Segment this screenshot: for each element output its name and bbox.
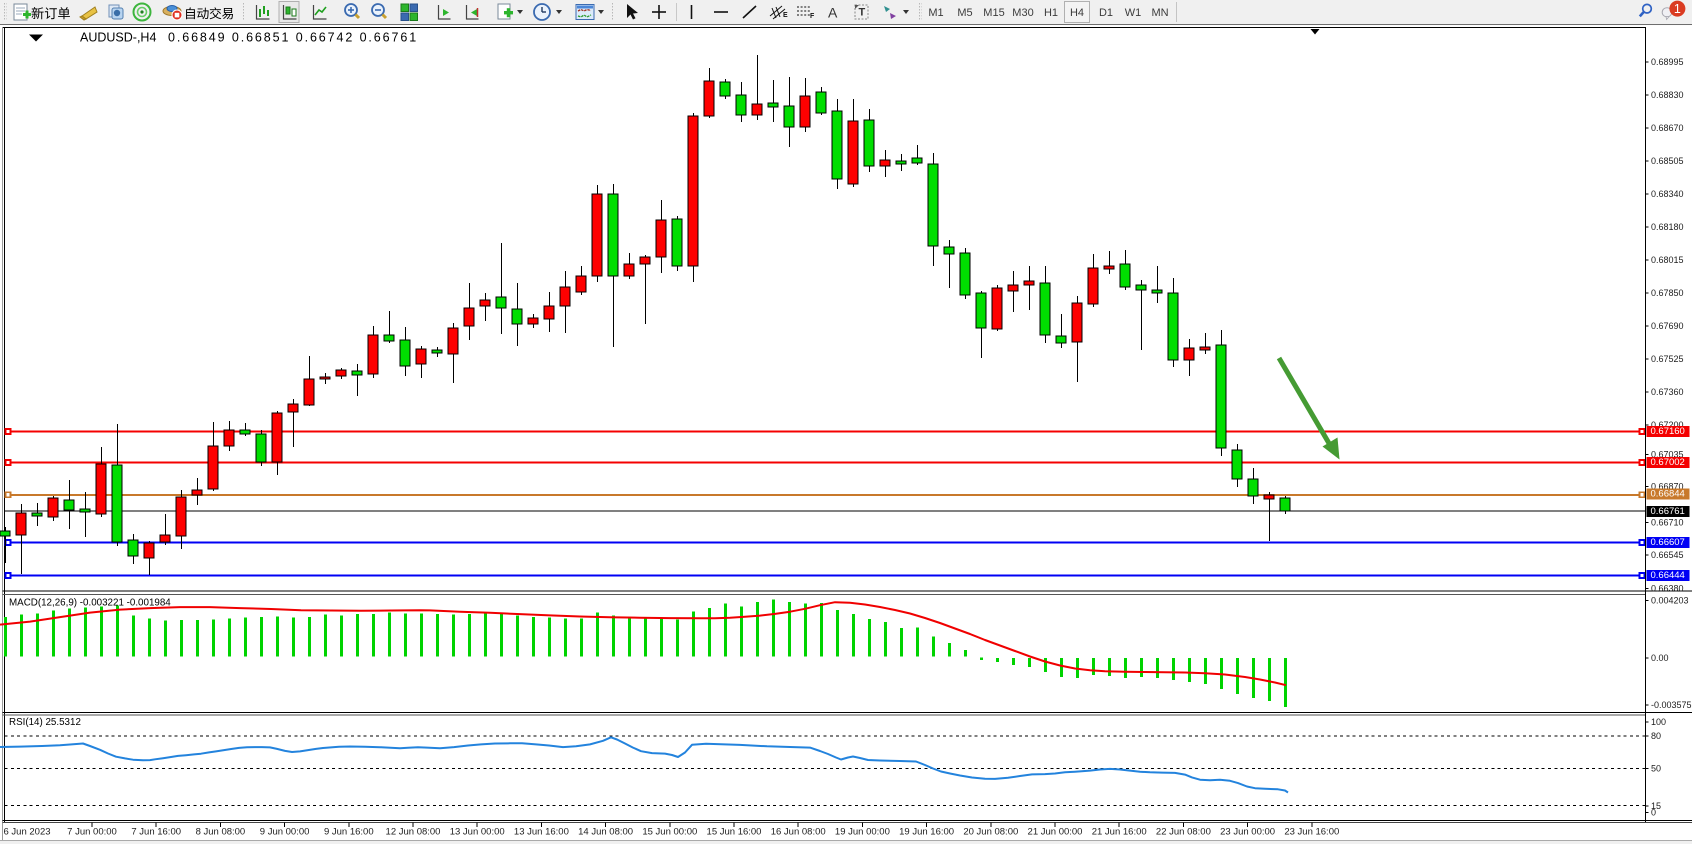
svg-text:H4: H4 [1070, 7, 1084, 19]
svg-text:0.67360: 0.67360 [1651, 387, 1684, 397]
svg-text:0.68505: 0.68505 [1651, 156, 1684, 166]
svg-text:0: 0 [1651, 808, 1656, 818]
svg-text:23 Jun 00:00: 23 Jun 00:00 [1220, 827, 1275, 838]
svg-text:AUDUSD-,H4: AUDUSD-,H4 [80, 31, 156, 45]
svg-text:W1: W1 [1125, 7, 1142, 19]
svg-text:M1: M1 [928, 7, 943, 19]
svg-text:14 Jun 08:00: 14 Jun 08:00 [578, 827, 633, 838]
svg-text:15: 15 [1651, 801, 1661, 811]
svg-text:100: 100 [1651, 717, 1666, 727]
svg-text:50: 50 [1651, 763, 1661, 773]
svg-text:6 Jun 2023: 6 Jun 2023 [4, 827, 51, 838]
svg-text:19 Jun 00:00: 19 Jun 00:00 [835, 827, 890, 838]
svg-text:19 Jun 16:00: 19 Jun 16:00 [899, 827, 954, 838]
svg-text:0.66761: 0.66761 [1651, 506, 1685, 517]
svg-text:8 Jun 08:00: 8 Jun 08:00 [196, 827, 246, 838]
svg-text:0.68015: 0.68015 [1651, 255, 1684, 265]
svg-text:H1: H1 [1044, 7, 1058, 19]
svg-text:RSI(14) 25.5312: RSI(14) 25.5312 [9, 717, 81, 728]
svg-text:0.66849 0.66851 0.66742 0.6676: 0.66849 0.66851 0.66742 0.66761 [168, 31, 418, 45]
svg-text:0.66870: 0.66870 [1651, 482, 1684, 492]
svg-text:13 Jun 00:00: 13 Jun 00:00 [450, 827, 505, 838]
svg-text:0.66380: 0.66380 [1651, 583, 1684, 593]
svg-text:7 Jun 16:00: 7 Jun 16:00 [131, 827, 181, 838]
svg-text:13 Jun 16:00: 13 Jun 16:00 [514, 827, 569, 838]
svg-text:MACD(12,26,9) -0.003221 -0.001: MACD(12,26,9) -0.003221 -0.001984 [9, 598, 171, 609]
svg-text:80: 80 [1651, 731, 1661, 741]
svg-text:0.66710: 0.66710 [1651, 517, 1684, 527]
svg-text:0.67200: 0.67200 [1651, 420, 1684, 430]
svg-text:M30: M30 [1012, 7, 1033, 19]
svg-text:15 Jun 16:00: 15 Jun 16:00 [707, 827, 762, 838]
svg-text:0.66545: 0.66545 [1651, 550, 1684, 560]
svg-text:22 Jun 08:00: 22 Jun 08:00 [1156, 827, 1211, 838]
svg-text:21 Jun 16:00: 21 Jun 16:00 [1092, 827, 1147, 838]
svg-text:1: 1 [1674, 2, 1681, 16]
svg-text:M15: M15 [983, 7, 1004, 19]
svg-text:9 Jun 16:00: 9 Jun 16:00 [324, 827, 374, 838]
svg-text:0.67160: 0.67160 [1651, 426, 1685, 437]
svg-text:12 Jun 08:00: 12 Jun 08:00 [386, 827, 441, 838]
svg-text:-0.003575: -0.003575 [1651, 700, 1692, 710]
svg-text:0.68670: 0.68670 [1651, 123, 1684, 133]
svg-text:0.67035: 0.67035 [1651, 450, 1684, 460]
svg-text:0.68180: 0.68180 [1651, 222, 1684, 232]
svg-text:15 Jun 00:00: 15 Jun 00:00 [642, 827, 697, 838]
svg-text:MN: MN [1151, 7, 1168, 19]
svg-text:16 Jun 08:00: 16 Jun 08:00 [771, 827, 826, 838]
svg-text:A: A [828, 5, 838, 21]
svg-text:0.67002: 0.67002 [1651, 457, 1685, 468]
svg-text:F: F [810, 13, 815, 20]
svg-text:0.66844: 0.66844 [1651, 488, 1685, 499]
svg-text:T: T [859, 7, 866, 19]
svg-text:0.67690: 0.67690 [1651, 321, 1684, 331]
svg-text:0.68340: 0.68340 [1651, 189, 1684, 199]
svg-text:21 Jun 00:00: 21 Jun 00:00 [1028, 827, 1083, 838]
svg-text:0.68995: 0.68995 [1651, 57, 1684, 67]
svg-text:7 Jun 00:00: 7 Jun 00:00 [67, 827, 117, 838]
svg-text:20 Jun 08:00: 20 Jun 08:00 [963, 827, 1018, 838]
svg-text:0.66607: 0.66607 [1651, 537, 1685, 548]
svg-text:M5: M5 [957, 7, 972, 19]
svg-text:9 Jun 00:00: 9 Jun 00:00 [260, 827, 310, 838]
svg-text:D1: D1 [1099, 7, 1113, 19]
svg-text:0.004203: 0.004203 [1651, 595, 1689, 605]
svg-text:0.67525: 0.67525 [1651, 354, 1684, 364]
svg-text:E: E [783, 12, 788, 19]
svg-text:23 Jun 16:00: 23 Jun 16:00 [1284, 827, 1339, 838]
svg-text:0.00: 0.00 [1651, 653, 1669, 663]
svg-text:0.67850: 0.67850 [1651, 288, 1684, 298]
svg-text:0.68830: 0.68830 [1651, 90, 1684, 100]
svg-text:0.66444: 0.66444 [1651, 570, 1685, 581]
